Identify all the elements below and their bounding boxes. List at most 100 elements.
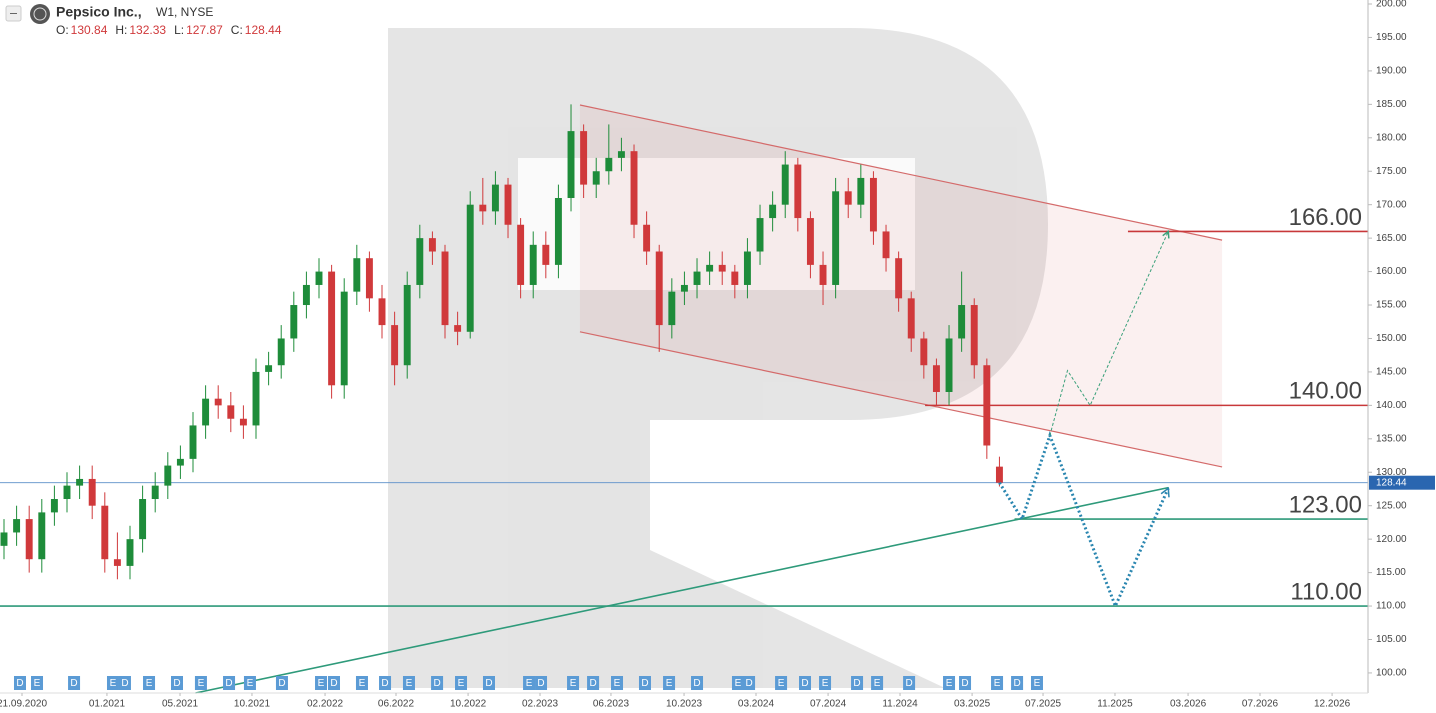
event-marker xyxy=(379,676,392,690)
y-tick-label: 115.00 xyxy=(1376,567,1406,578)
candle-body xyxy=(743,251,751,285)
candle-body xyxy=(479,204,487,212)
x-tick-label: 12.2026 xyxy=(1314,699,1351,710)
event-marker xyxy=(106,676,119,690)
event-label: D xyxy=(589,678,596,689)
event-label: E xyxy=(778,678,785,689)
event-marker xyxy=(328,676,341,690)
x-tick-label: 11.2025 xyxy=(1097,699,1133,710)
event-label: E xyxy=(146,678,153,689)
candle-body xyxy=(605,157,613,172)
candle-body xyxy=(857,177,865,205)
candle-body xyxy=(668,291,676,326)
x-tick-label: 21.09.2020 xyxy=(0,699,47,710)
event-marker xyxy=(775,676,788,690)
candle-body xyxy=(202,398,210,426)
event-label: E xyxy=(198,678,205,689)
candle-body xyxy=(794,164,802,219)
event-marker xyxy=(731,676,744,690)
event-marker xyxy=(194,676,207,690)
event-label: E xyxy=(1034,678,1041,689)
candle-body xyxy=(731,271,739,285)
title: Pepsico Inc., xyxy=(56,4,142,20)
event-label: E xyxy=(614,678,621,689)
candle-body xyxy=(239,418,247,426)
y-tick-label: 130.00 xyxy=(1376,467,1407,478)
x-tick-label: 03.2024 xyxy=(738,699,775,710)
event-label: E xyxy=(110,678,117,689)
x-tick-label: 05.2021 xyxy=(162,699,199,710)
level-label: 166.00 xyxy=(1289,204,1362,231)
event-marker xyxy=(991,676,1004,690)
x-tick-label: 02.2022 xyxy=(307,699,344,710)
event-marker xyxy=(587,676,600,690)
candle-body xyxy=(920,338,928,366)
y-tick-label: 100.00 xyxy=(1376,668,1407,679)
candle-body xyxy=(706,264,714,272)
y-tick-label: 125.00 xyxy=(1376,500,1407,511)
candle-body xyxy=(806,218,814,265)
event-label: D xyxy=(853,678,860,689)
candle-body xyxy=(617,151,625,158)
level-label: 123.00 xyxy=(1289,491,1362,518)
candle-body xyxy=(819,264,827,285)
channel-upper xyxy=(579,104,1223,241)
y-tick-label: 150.00 xyxy=(1376,333,1407,344)
candle-body xyxy=(416,238,424,285)
y-tick-label: 155.00 xyxy=(1376,300,1407,311)
x-tick-label: 10.2021 xyxy=(234,699,271,710)
y-tick-label: 105.00 xyxy=(1376,634,1407,645)
x-tick-label: 07.2024 xyxy=(810,699,847,710)
y-tick-label: 180.00 xyxy=(1376,132,1407,143)
candle-body xyxy=(554,198,562,265)
event-label: E xyxy=(247,678,254,689)
event-label: E xyxy=(318,678,325,689)
candle-body xyxy=(580,131,588,185)
candle-body xyxy=(189,425,197,459)
y-tick-label: 185.00 xyxy=(1376,99,1407,110)
candle-body xyxy=(542,244,550,265)
event-marker xyxy=(31,676,44,690)
candle-body xyxy=(643,224,651,252)
ohlc-value: 132.33 xyxy=(129,23,166,37)
trendline xyxy=(195,486,1169,694)
candle-body xyxy=(869,177,877,232)
event-label: E xyxy=(666,678,673,689)
candle-body xyxy=(252,371,260,426)
event-label: D xyxy=(961,678,968,689)
watermark xyxy=(388,28,1048,688)
event-label: E xyxy=(359,678,366,689)
x-tick-label: 03.2026 xyxy=(1170,699,1207,710)
candle-body xyxy=(365,258,373,299)
x-tick-label: 07.2025 xyxy=(1025,699,1062,710)
event-marker xyxy=(959,676,972,690)
candle-body xyxy=(277,338,285,366)
event-marker xyxy=(482,676,495,690)
event-label: D xyxy=(537,678,544,689)
candle-body xyxy=(113,559,121,566)
candle-body xyxy=(340,291,348,386)
y-tick-label: 195.00 xyxy=(1376,32,1407,43)
event-marker xyxy=(567,676,580,690)
candle-body xyxy=(781,164,789,205)
candle-body xyxy=(13,519,21,533)
ohlc-value: 130.84 xyxy=(71,23,108,37)
event-label: D xyxy=(693,678,700,689)
forecast-alt-arrow xyxy=(1162,230,1170,239)
event-marker xyxy=(68,676,81,690)
candle-body xyxy=(403,284,411,366)
candle-body xyxy=(945,338,953,392)
candle-body xyxy=(529,244,537,285)
candle-body xyxy=(630,151,638,225)
event-marker xyxy=(611,676,624,690)
candle-body xyxy=(50,499,58,513)
y-tick-label: 160.00 xyxy=(1376,266,1407,277)
last-price-tag xyxy=(1369,475,1435,490)
y-tick-label: 120.00 xyxy=(1376,534,1407,545)
y-tick-label: 175.00 xyxy=(1376,166,1407,177)
x-tick-label: 11.2024 xyxy=(882,699,918,710)
event-label: E xyxy=(526,678,533,689)
candle-body xyxy=(882,231,890,259)
event-marker xyxy=(170,676,183,690)
candle-body xyxy=(517,224,525,285)
